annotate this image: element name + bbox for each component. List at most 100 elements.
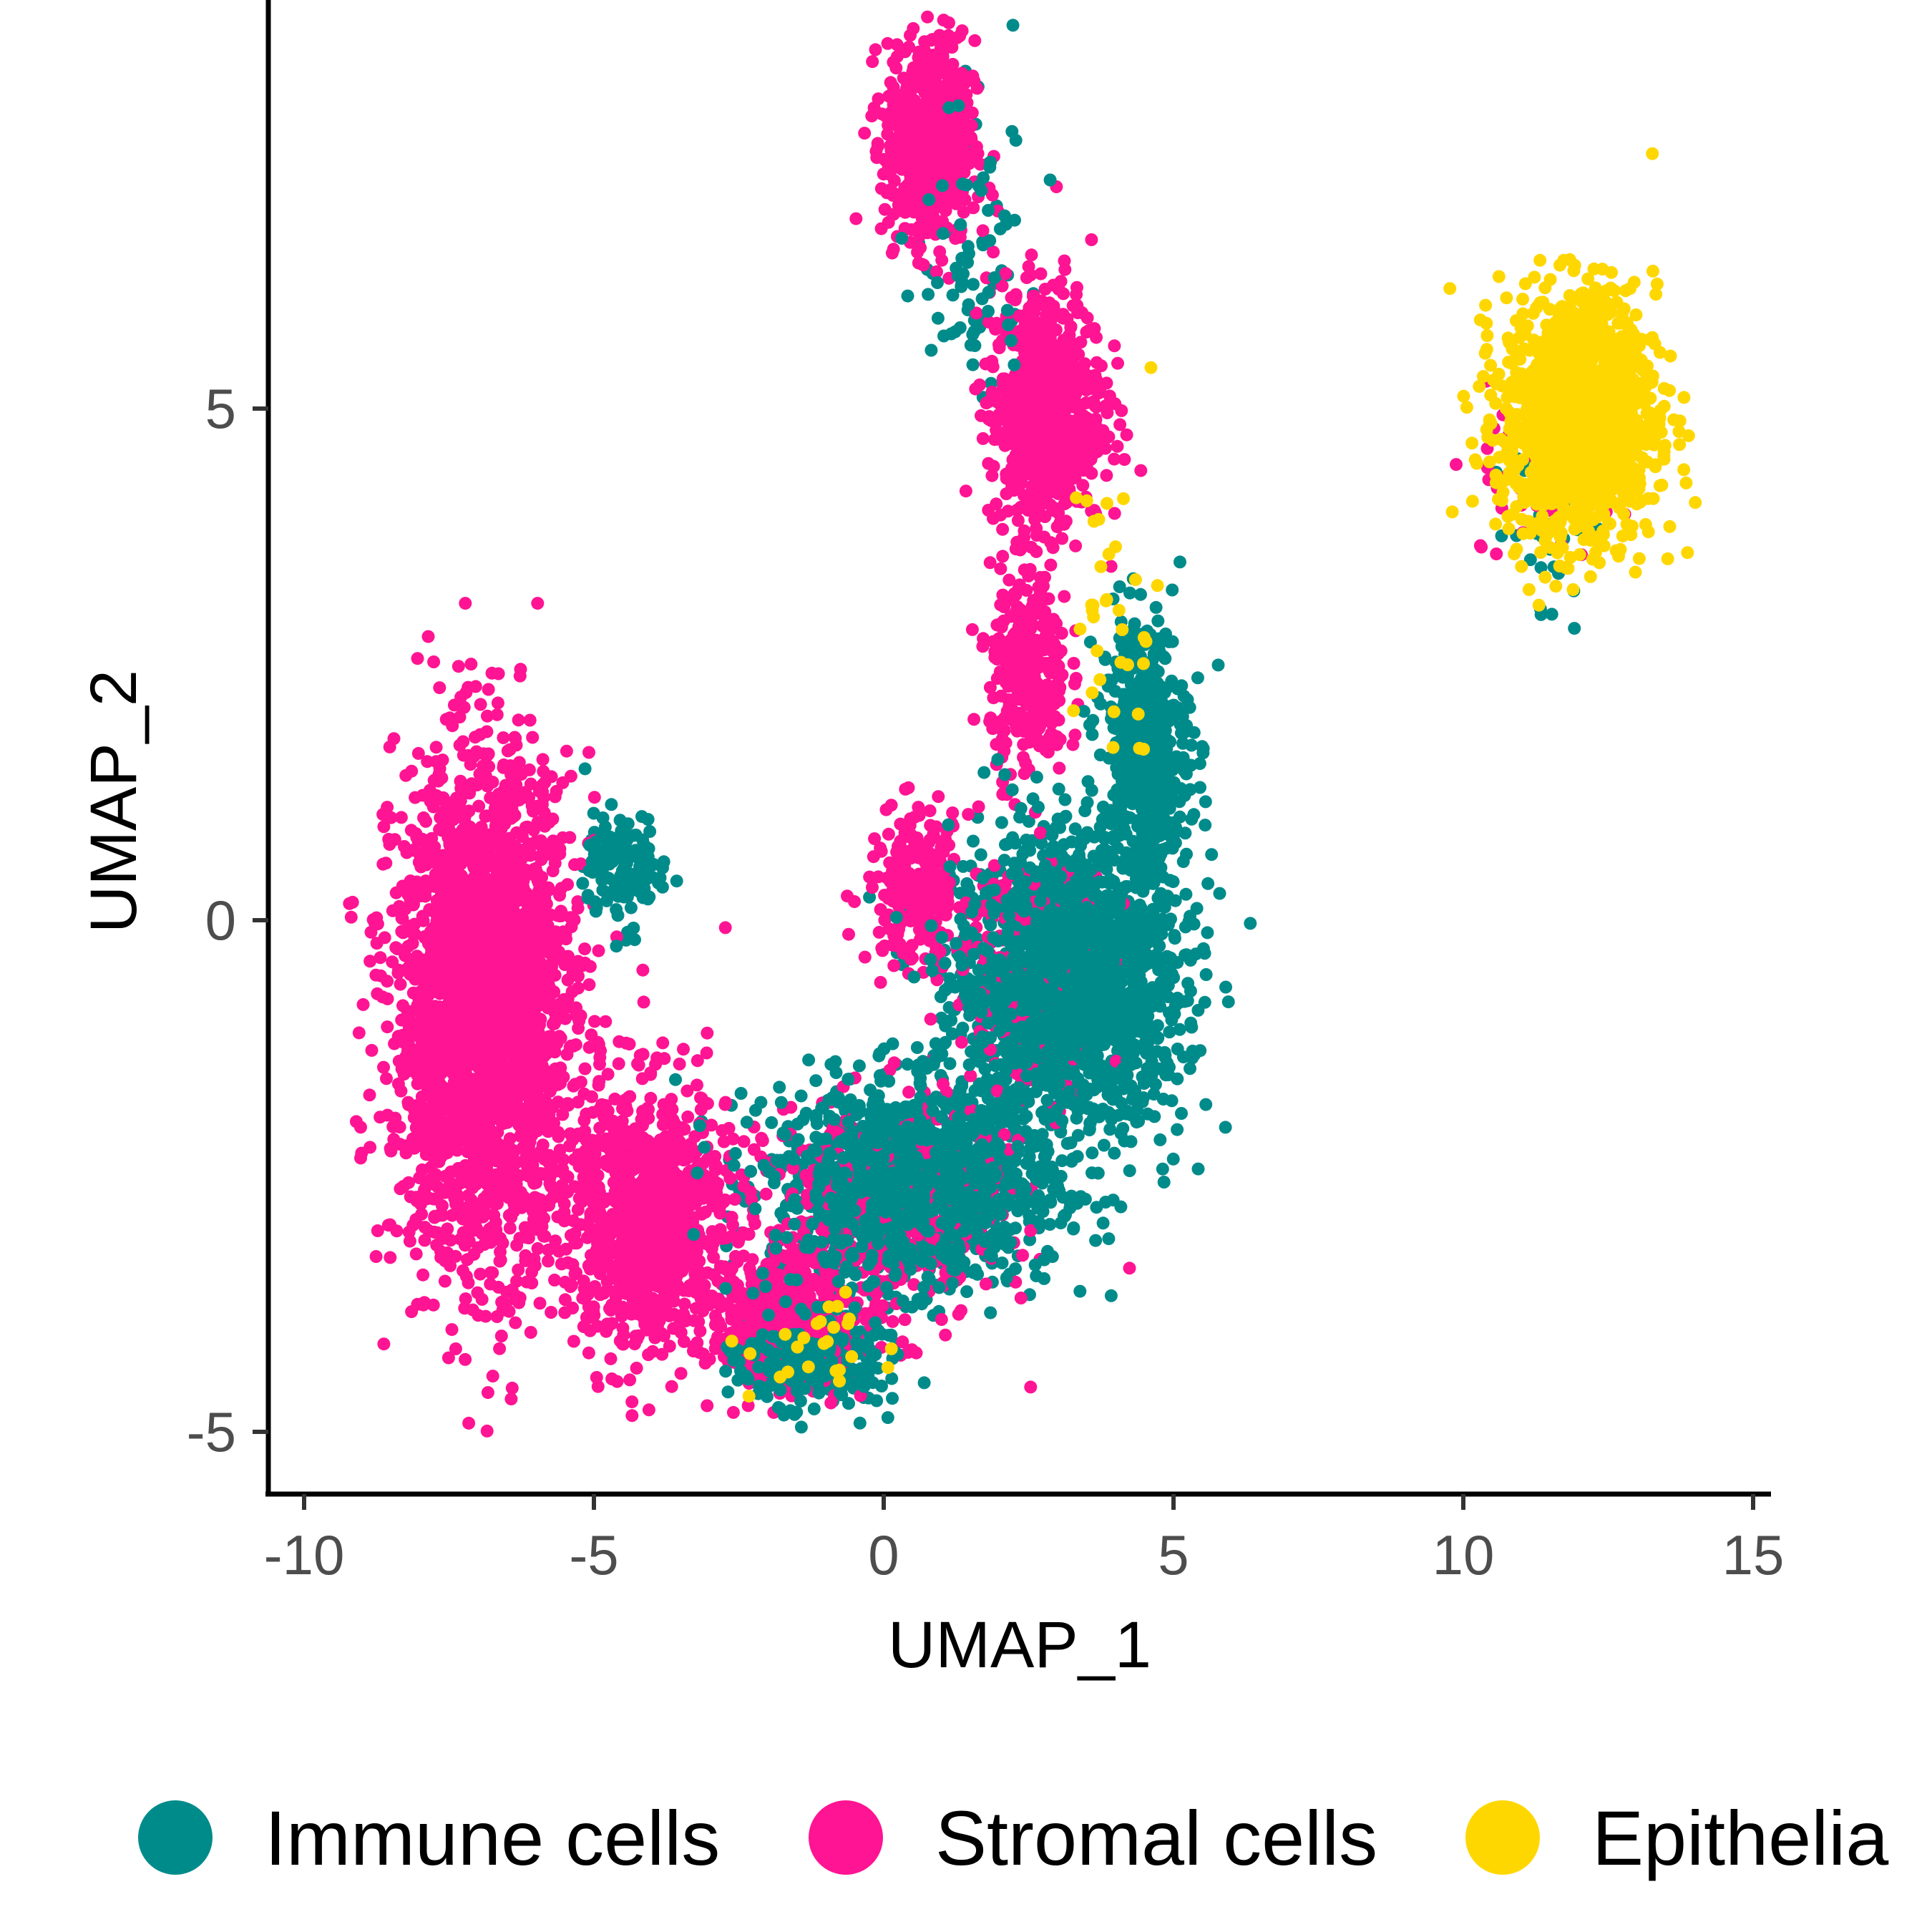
data-point xyxy=(482,747,495,761)
data-point xyxy=(410,950,424,963)
data-point xyxy=(344,910,358,924)
data-point xyxy=(439,919,453,932)
data-point xyxy=(396,926,410,940)
data-point xyxy=(462,1139,476,1153)
data-point xyxy=(473,985,487,999)
data-point xyxy=(395,912,409,925)
data-point xyxy=(550,784,563,798)
data-point xyxy=(515,1106,529,1120)
data-point xyxy=(967,834,980,848)
data-point xyxy=(381,801,394,814)
data-point xyxy=(369,1250,383,1263)
series-stromal-cells-points xyxy=(343,10,1631,1438)
data-point xyxy=(1035,836,1048,850)
data-point xyxy=(462,1416,476,1430)
data-point xyxy=(381,1219,395,1232)
data-point xyxy=(392,963,405,977)
data-point xyxy=(1093,748,1107,761)
data-point xyxy=(1102,1232,1116,1246)
data-point xyxy=(596,811,610,824)
data-point xyxy=(352,1026,366,1040)
data-point xyxy=(505,1381,519,1395)
data-point xyxy=(401,940,415,953)
data-point xyxy=(535,853,548,867)
data-point xyxy=(394,1084,408,1098)
data-point xyxy=(491,954,504,967)
data-point xyxy=(449,1197,462,1211)
data-point xyxy=(449,1249,462,1263)
data-point xyxy=(1151,614,1165,628)
data-point xyxy=(479,1309,492,1323)
data-point xyxy=(1121,880,1134,893)
data-point xyxy=(497,731,510,744)
data-point xyxy=(462,912,475,925)
data-point xyxy=(477,1086,490,1100)
data-point xyxy=(910,1041,924,1054)
data-point xyxy=(507,810,520,824)
data-point xyxy=(426,965,439,979)
data-point xyxy=(500,1109,514,1123)
data-point xyxy=(886,1392,899,1405)
data-point xyxy=(445,1209,459,1222)
data-point xyxy=(942,1001,956,1014)
data-point xyxy=(1221,995,1235,1009)
data-point xyxy=(364,1141,377,1154)
data-point xyxy=(462,1176,475,1189)
data-point xyxy=(528,1058,542,1070)
data-point xyxy=(434,811,447,824)
data-point xyxy=(488,1068,502,1082)
data-point xyxy=(403,1234,416,1248)
data-point xyxy=(527,987,541,1001)
data-point xyxy=(480,809,494,823)
data-point xyxy=(469,731,482,744)
data-point xyxy=(1185,1020,1199,1034)
data-point xyxy=(457,877,470,891)
data-point xyxy=(568,858,581,872)
data-point xyxy=(1083,635,1097,649)
data-point xyxy=(504,1392,518,1406)
data-point xyxy=(445,1323,459,1337)
data-point xyxy=(377,1060,390,1074)
data-point xyxy=(427,1225,441,1239)
data-point xyxy=(519,1153,532,1166)
data-point xyxy=(637,995,650,1009)
data-point xyxy=(495,919,509,933)
data-point xyxy=(881,1411,894,1425)
data-point xyxy=(510,794,524,807)
data-point xyxy=(582,978,596,992)
data-point xyxy=(434,935,447,949)
data-point xyxy=(363,1088,376,1102)
data-point xyxy=(378,931,391,945)
data-point xyxy=(494,1330,508,1343)
data-point xyxy=(436,849,449,862)
data-point xyxy=(452,1073,465,1086)
data-point xyxy=(538,776,552,789)
data-point xyxy=(402,1038,416,1052)
data-point xyxy=(555,907,569,921)
data-point xyxy=(364,925,378,939)
data-point xyxy=(563,831,577,844)
data-point xyxy=(409,791,422,804)
data-point xyxy=(1023,844,1037,857)
data-point xyxy=(356,997,370,1011)
data-point xyxy=(494,938,507,952)
data-point xyxy=(1174,555,1186,569)
data-point xyxy=(491,876,504,889)
data-point xyxy=(531,597,545,610)
data-point xyxy=(495,1174,509,1187)
data-point xyxy=(411,652,424,665)
data-point xyxy=(459,1292,472,1306)
data-point xyxy=(396,879,409,893)
data-point xyxy=(1038,1272,1051,1285)
data-point xyxy=(509,1316,522,1330)
data-point xyxy=(377,820,391,834)
data-point xyxy=(459,894,472,907)
data-point xyxy=(484,1169,497,1183)
data-point xyxy=(494,1253,507,1267)
data-point xyxy=(551,1078,565,1091)
data-point xyxy=(417,1040,431,1054)
data-point xyxy=(512,713,525,727)
data-point xyxy=(486,776,499,789)
data-point xyxy=(1176,736,1189,750)
data-point xyxy=(1163,1025,1176,1039)
